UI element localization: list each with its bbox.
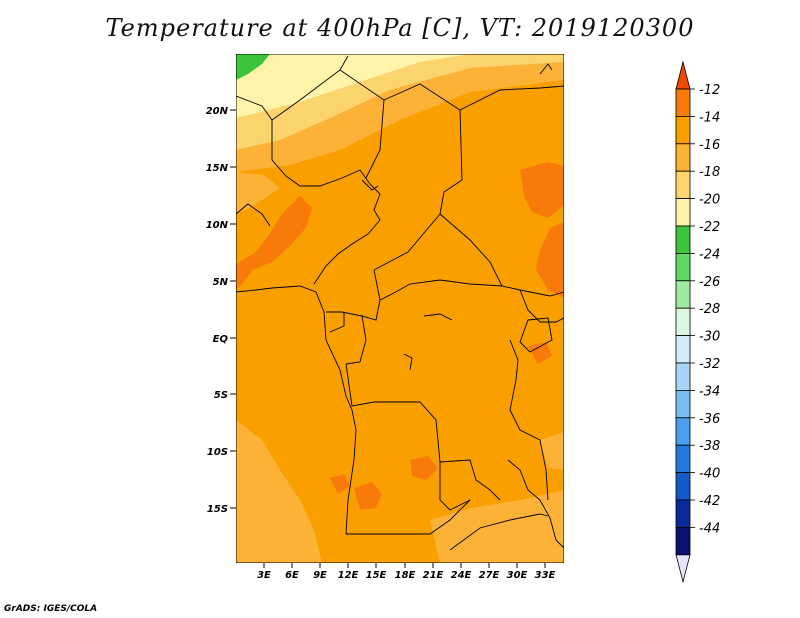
colorbar-swatch	[675, 280, 691, 309]
colorbar-label: -14	[699, 110, 720, 125]
colorbar-swatch	[675, 116, 691, 145]
band-light-west	[236, 172, 280, 214]
lon-tick-18e: 18E	[395, 570, 416, 581]
colorbar-bottom-tip	[675, 554, 691, 584]
lon-tick-24e: 24E	[451, 570, 472, 581]
colorbar-label: -38	[699, 439, 720, 454]
colorbar-label: -42	[699, 494, 720, 509]
map-title: Temperature at 400hPa [C], VT: 201912030…	[105, 14, 695, 42]
colorbar-label: -40	[699, 467, 720, 482]
colorbar-swatch	[675, 527, 691, 556]
warm-nigeria	[236, 196, 312, 290]
colorbar-label: -28	[699, 302, 720, 317]
band-light-southwest	[236, 420, 322, 563]
lat-tick-10n: 10N	[206, 220, 229, 231]
colorbar-label: -24	[699, 247, 720, 262]
colorbar-swatch	[675, 143, 691, 172]
warm-angola-3	[330, 474, 350, 494]
warm-east	[536, 222, 564, 298]
temperature-field	[236, 54, 564, 563]
colorbar-swatch	[675, 417, 691, 446]
colorbar-swatch	[675, 252, 691, 282]
lon-tick-3e: 3E	[257, 570, 271, 581]
colorbar-swatch	[675, 170, 691, 199]
colorbar-label: -44	[699, 521, 720, 536]
colorbar-swatch	[675, 389, 691, 419]
lat-tick-5s: 5S	[214, 390, 228, 401]
colorbar: -12 -14 -16 -18 -20 -22 -24 -26 -28 -30 -32 -34 -36 -…	[675, 60, 720, 584]
colorbar-swatch	[675, 88, 691, 117]
colorbar-swatch	[675, 307, 691, 337]
colorbar-label: -16	[699, 138, 720, 153]
colorbar-label: -12	[699, 83, 720, 98]
colorbar-swatch	[675, 198, 691, 227]
colorbar-swatch	[675, 444, 691, 474]
lat-axis: 20N 15N 10N 5N EQ 5S 10S 15S	[206, 106, 236, 515]
band-green-corner	[236, 54, 270, 80]
lon-tick-12e: 12E	[338, 570, 359, 581]
lat-tick-eq: EQ	[213, 334, 229, 345]
lat-tick-15n: 15N	[206, 163, 229, 174]
lat-tick-20n: 20N	[206, 106, 229, 117]
lat-tick-10s: 10S	[207, 447, 228, 458]
lon-tick-6e: 6E	[285, 570, 299, 581]
lon-tick-33e: 33E	[535, 570, 556, 581]
colorbar-swatch	[675, 472, 691, 501]
lon-tick-21e: 21E	[423, 570, 444, 581]
colorbar-label: -26	[699, 275, 720, 290]
borders	[236, 55, 564, 551]
colorbar-label: -22	[699, 220, 720, 235]
colorbar-label: -32	[699, 357, 720, 372]
colorbar-swatch	[675, 499, 691, 528]
warm-lake	[528, 342, 552, 364]
band-cream-north	[236, 54, 470, 118]
colorbar-label: -30	[699, 330, 720, 345]
colorbar-swatch	[675, 362, 691, 391]
warm-angola-1	[410, 456, 438, 480]
colorbar-label: -18	[699, 165, 720, 180]
colorbar-label: -20	[699, 193, 720, 208]
colorbar-label: -36	[699, 412, 720, 427]
colorbar-label: -34	[699, 384, 720, 399]
band-light-south	[430, 490, 564, 563]
band-light-east	[540, 432, 564, 470]
lon-tick-30e: 30E	[507, 570, 528, 581]
lon-tick-15e: 15E	[366, 570, 387, 581]
lon-axis: 3E 6E 9E 12E 15E 18E 21E 24E 27E 30E 33E	[257, 563, 556, 581]
colorbar-top-tip	[675, 60, 691, 90]
warm-angola-2	[354, 482, 382, 510]
lon-tick-9e: 9E	[313, 570, 327, 581]
lat-tick-5n: 5N	[213, 277, 229, 288]
lon-tick-27e: 27E	[479, 570, 500, 581]
colorbar-swatch	[675, 335, 691, 364]
colorbar-swatch	[675, 225, 691, 254]
grads-credit: GrADS: IGES/COLA	[4, 604, 98, 614]
lat-tick-15s: 15S	[207, 504, 228, 515]
warm-sudan	[520, 162, 564, 218]
